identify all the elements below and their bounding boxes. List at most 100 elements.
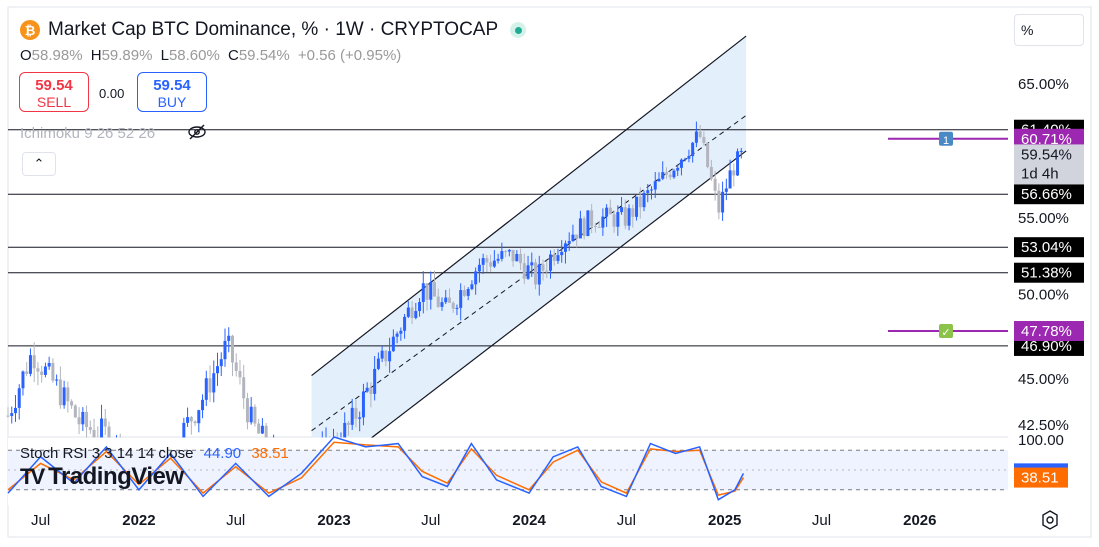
- candle-body: [425, 283, 429, 300]
- change-value: +0.56 (+0.95%): [297, 47, 402, 64]
- candle-body: [212, 373, 216, 393]
- stoch-rsi-legend: Stoch RSI 3 3 14 14 close 44.90 38.51: [20, 445, 289, 462]
- time-axis-tick: Jul: [226, 512, 245, 529]
- candle-body: [635, 196, 639, 217]
- candle-body: [687, 156, 691, 159]
- candle-body: [373, 368, 377, 394]
- candle-body: [36, 368, 40, 372]
- time-axis-tick: 2025: [708, 512, 741, 529]
- candle-body: [653, 181, 657, 190]
- candle-body: [552, 254, 556, 261]
- candle-body: [28, 355, 32, 374]
- candle-body: [638, 196, 642, 208]
- candle-body: [698, 131, 702, 138]
- candle-body: [455, 307, 459, 309]
- candle-body: [481, 258, 485, 265]
- scale-percent-button[interactable]: %: [1014, 14, 1084, 46]
- candle-body: [384, 350, 388, 362]
- level-price-label-bg: [1014, 262, 1084, 283]
- candle-body: [100, 418, 104, 439]
- chevron-up-icon[interactable]: ⌃: [22, 152, 56, 176]
- candle-body: [545, 270, 549, 272]
- price-axis-tick: 50.00%: [1018, 287, 1069, 304]
- candle-body: [189, 417, 193, 422]
- alert-price-label: 47.78%: [1021, 323, 1072, 340]
- candle-body: [436, 296, 440, 307]
- eye-off-icon[interactable]: [187, 124, 207, 140]
- candle-body: [485, 258, 489, 263]
- candle-body: [204, 378, 208, 400]
- time-axis-tick: 2024: [512, 512, 546, 529]
- candle-body: [657, 178, 661, 182]
- sell-button[interactable]: 59.54 SELL: [19, 72, 89, 112]
- candle-body: [664, 172, 668, 175]
- time-axis-tick: 2026: [903, 512, 936, 529]
- candle-body: [642, 192, 646, 208]
- candle-body: [77, 417, 81, 425]
- candle-body: [650, 189, 654, 191]
- candle-body: [466, 288, 470, 296]
- candle-body: [556, 255, 560, 261]
- candle-body: [563, 243, 567, 252]
- candle-body: [676, 167, 680, 171]
- candle-body: [504, 251, 508, 253]
- candle-body: [380, 350, 384, 359]
- candle-body: [489, 262, 493, 267]
- time-axis-tick: Jul: [421, 512, 440, 529]
- candle-body: [515, 253, 519, 262]
- candle-body: [264, 425, 268, 449]
- level-price-label-bg: [1014, 184, 1084, 205]
- candle-body: [73, 405, 77, 418]
- candle-body: [590, 210, 594, 226]
- symbol-title[interactable]: Market Cap BTC Dominance, % · 1W · CRYPT…: [48, 19, 499, 40]
- stoch-rsi-d-axis-bg: [1014, 467, 1068, 488]
- tradingview-wordmark: TradingView: [48, 463, 184, 490]
- rsi-pane-bg: [8, 437, 1008, 506]
- price-axis-tick: 55.00%: [1018, 210, 1069, 227]
- price-axis-tick: 45.00%: [1018, 371, 1069, 388]
- candle-body: [219, 359, 223, 367]
- bar-countdown-label: 1d 4h: [1021, 165, 1059, 182]
- candle-body: [736, 151, 740, 176]
- high-value: 59.89%: [101, 47, 153, 64]
- candle-body: [208, 378, 212, 393]
- candle-body: [646, 190, 650, 193]
- price-axis-tick: 65.00%: [1018, 76, 1069, 93]
- candle-body: [58, 379, 62, 406]
- buy-label: BUY: [157, 94, 187, 110]
- indicator-label[interactable]: Ichimoku 9 26 52 26: [20, 125, 156, 142]
- chart-frame: [7, 6, 1092, 538]
- tradingview-mark-icon: TV: [20, 464, 45, 489]
- gear-icon[interactable]: [1040, 510, 1060, 530]
- candle-body: [462, 290, 466, 296]
- candle-body: [40, 371, 44, 375]
- stoch-rsi-axis-tick: 100.00: [1018, 432, 1064, 449]
- candle-body: [541, 264, 545, 271]
- sell-label: SELL: [36, 94, 72, 110]
- ohlc-readout: O58.98% H59.89% L58.60% C59.54% +0.56 (+…: [20, 47, 402, 64]
- candle-body: [492, 260, 496, 267]
- candle-body: [395, 333, 399, 337]
- candle-body: [537, 264, 541, 285]
- candle-body: [548, 254, 552, 271]
- candle-body: [81, 411, 85, 425]
- candle-body: [451, 302, 455, 309]
- stoch-rsi-d-axis-label: 38.51: [1021, 470, 1059, 487]
- candle-body: [507, 249, 511, 252]
- candle-body: [433, 282, 437, 297]
- candle-body: [365, 387, 369, 392]
- candle-body: [668, 174, 672, 178]
- candle-body: [358, 417, 362, 419]
- candle-body: [732, 170, 736, 176]
- buy-button[interactable]: 59.54 BUY: [137, 72, 207, 112]
- candle-body: [713, 178, 717, 191]
- candle-body: [421, 283, 425, 302]
- candle-body: [702, 137, 706, 143]
- candle-body: [582, 218, 586, 236]
- level-price-label: 53.04%: [1021, 239, 1072, 256]
- candle-body: [361, 391, 365, 418]
- candle-body: [43, 366, 47, 375]
- check-icon: [939, 324, 953, 339]
- candle-body: [728, 170, 732, 189]
